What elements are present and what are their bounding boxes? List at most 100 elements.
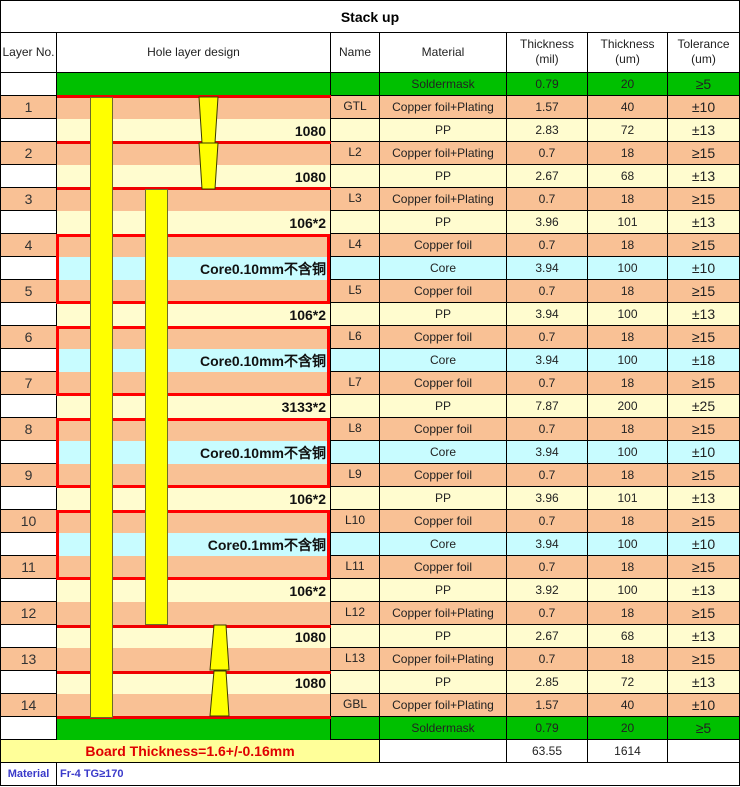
layer-name (331, 73, 380, 96)
layer-thickness-mil: 2.83 (507, 119, 588, 142)
hole-design-cell: 1080 (57, 165, 331, 188)
dielectric-spec-label: 1080 (294, 168, 326, 185)
layer-thickness-um: 18 (588, 234, 668, 257)
stackup-row: Core0.10mm不含铜 Core 3.94 100 ±18 (1, 349, 739, 372)
layer-thickness-mil: 3.96 (507, 487, 588, 510)
stackup-row: Soldermask 0.79 20 ≥5 (1, 717, 739, 740)
stackup-row: 5 L5 Copper foil 0.7 18 ≥15 (1, 280, 739, 303)
layer-number (1, 73, 57, 96)
layer-thickness-mil: 2.67 (507, 165, 588, 188)
layer-number: 5 (1, 280, 57, 303)
layer-name (331, 211, 380, 234)
layer-number (1, 579, 57, 602)
layer-name (331, 257, 380, 280)
layer-name: L11 (331, 556, 380, 579)
hole-design-cell: Core0.10mm不含铜 (57, 441, 331, 464)
layer-material: Copper foil+Plating (380, 188, 507, 211)
hole-design-cell (57, 602, 331, 625)
hole-design-cell: Core0.10mm不含铜 (57, 257, 331, 280)
layer-thickness-um: 72 (588, 119, 668, 142)
dielectric-spec-label: 3133*2 (281, 398, 326, 415)
layer-thickness-mil: 3.92 (507, 579, 588, 602)
layer-tolerance: ≥15 (668, 648, 739, 671)
stackup-row: 6 L6 Copper foil 0.7 18 ≥15 (1, 326, 739, 349)
layer-number (1, 625, 57, 648)
layer-number (1, 165, 57, 188)
header-hole-design: Hole layer design (57, 32, 331, 73)
layer-material: Core (380, 349, 507, 372)
layer-number: 11 (1, 556, 57, 579)
layer-thickness-mil: 7.87 (507, 395, 588, 418)
layer-name (331, 395, 380, 418)
layer-tolerance: ≥15 (668, 602, 739, 625)
layer-number: 12 (1, 602, 57, 625)
board-thickness-label: Board Thickness=1.6+/-0.16mm (1, 740, 380, 763)
layer-number: 8 (1, 418, 57, 441)
hole-design-cell: Core0.10mm不含铜 (57, 349, 331, 372)
stackup-row: 12 L12 Copper foil+Plating 0.7 18 ≥15 (1, 602, 739, 625)
layer-tolerance: ≥15 (668, 372, 739, 395)
layer-name: L8 (331, 418, 380, 441)
layer-thickness-um: 18 (588, 418, 668, 441)
layer-material: Copper foil+Plating (380, 142, 507, 165)
layer-name (331, 303, 380, 326)
layer-material: Copper foil+Plating (380, 648, 507, 671)
layer-name (331, 441, 380, 464)
layer-thickness-um: 101 (588, 211, 668, 234)
layer-number (1, 395, 57, 418)
header-thickness-um-line1: Thickness (600, 37, 655, 51)
layer-thickness-mil: 1.57 (507, 96, 588, 119)
layer-material: PP (380, 625, 507, 648)
hole-design-cell (57, 73, 331, 96)
layer-thickness-mil: 0.7 (507, 280, 588, 303)
layer-number: 6 (1, 326, 57, 349)
through-hole-via (90, 97, 113, 718)
layer-thickness-um: 40 (588, 694, 668, 717)
layer-material: Core (380, 257, 507, 280)
lamination-boundary-line (57, 671, 331, 674)
layer-thickness-mil: 0.7 (507, 326, 588, 349)
layer-tolerance: ≥15 (668, 234, 739, 257)
layer-tolerance: ≥15 (668, 142, 739, 165)
layer-name (331, 119, 380, 142)
hole-design-cell (57, 694, 331, 717)
layer-thickness-mil: 3.94 (507, 257, 588, 280)
layer-tolerance: ±13 (668, 119, 739, 142)
layer-name (331, 487, 380, 510)
layer-name: L10 (331, 510, 380, 533)
header-thickness-um: Thickness (um) (588, 32, 668, 73)
layer-thickness-um: 68 (588, 165, 668, 188)
layer-name (331, 533, 380, 556)
layer-tolerance: ±13 (668, 211, 739, 234)
layer-tolerance: ±13 (668, 165, 739, 188)
layer-material: Copper foil (380, 280, 507, 303)
stackup-row: 10 L10 Copper foil 0.7 18 ≥15 (1, 510, 739, 533)
header-tolerance: Tolerance (um) (668, 32, 739, 73)
layer-thickness-mil: 0.7 (507, 510, 588, 533)
layer-thickness-um: 18 (588, 602, 668, 625)
stackup-row: Core0.1mm不含铜 Core 3.94 100 ±10 (1, 533, 739, 556)
layer-material: Copper foil (380, 234, 507, 257)
layer-material: Copper foil (380, 372, 507, 395)
layer-thickness-um: 18 (588, 280, 668, 303)
layer-material: PP (380, 487, 507, 510)
layer-material: Copper foil+Plating (380, 694, 507, 717)
layer-material: PP (380, 303, 507, 326)
layer-number: 3 (1, 188, 57, 211)
layer-number (1, 487, 57, 510)
layer-thickness-mil: 0.7 (507, 602, 588, 625)
layer-thickness-um: 68 (588, 625, 668, 648)
hole-design-cell (57, 234, 331, 257)
layer-material: Core (380, 441, 507, 464)
layer-name (331, 579, 380, 602)
layer-thickness-mil: 3.96 (507, 211, 588, 234)
header-name: Name (331, 32, 380, 73)
layer-number (1, 211, 57, 234)
layer-tolerance: ±13 (668, 487, 739, 510)
layer-number: 9 (1, 464, 57, 487)
layer-thickness-um: 101 (588, 487, 668, 510)
layer-name: GBL (331, 694, 380, 717)
stackup-row: 1080 PP 2.85 72 ±13 (1, 671, 739, 694)
hole-design-cell (57, 188, 331, 211)
stackup-row: 4 L4 Copper foil 0.7 18 ≥15 (1, 234, 739, 257)
